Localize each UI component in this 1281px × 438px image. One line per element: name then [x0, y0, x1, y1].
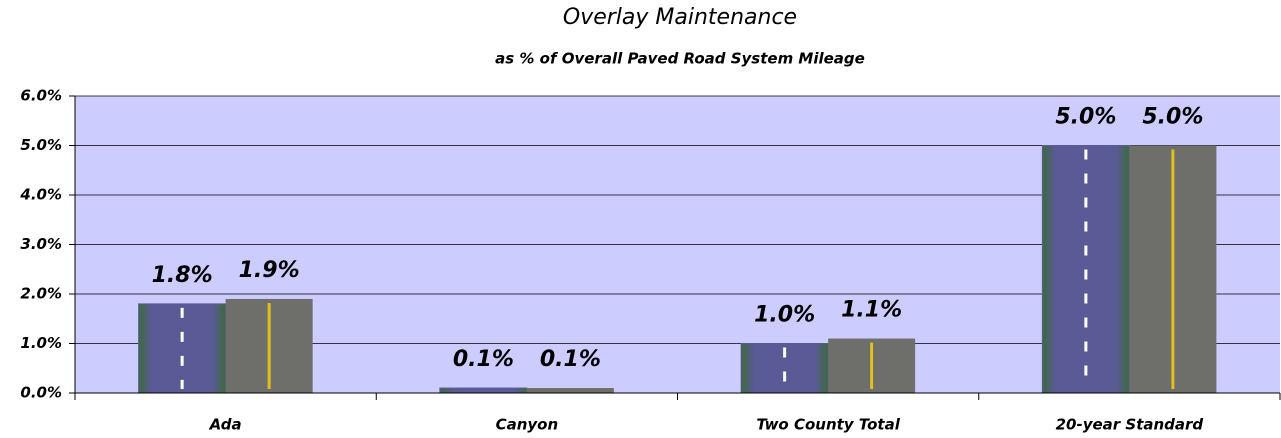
- chart: Overlay Maintenance as % of Overall Pave…: [0, 0, 1281, 438]
- bar: [527, 388, 614, 393]
- chart-subtitle: as % of Overall Paved Road System Mileag…: [495, 50, 865, 68]
- value-label: 5.0%: [1142, 105, 1203, 130]
- value-label: 0.1%: [453, 347, 514, 372]
- y-tick-label: 3.0%: [20, 235, 62, 253]
- x-tick-label: Canyon: [496, 416, 559, 434]
- x-tick-label: Two County Total: [756, 416, 900, 434]
- y-tick-label: 0.0%: [20, 384, 62, 402]
- value-label: 1.8%: [152, 263, 213, 288]
- y-tick-label: 6.0%: [20, 87, 62, 105]
- y-tick-label: 2.0%: [20, 285, 62, 303]
- value-label: 0.1%: [540, 347, 601, 372]
- bar: [440, 388, 527, 393]
- value-label: 1.1%: [841, 298, 902, 323]
- chart-title: Overlay Maintenance: [563, 5, 797, 30]
- value-label: 1.0%: [754, 303, 815, 328]
- y-tick-label: 1.0%: [20, 334, 62, 352]
- y-tick-label: 5.0%: [20, 136, 62, 154]
- x-tick-label: Ada: [209, 416, 242, 434]
- x-tick-label: 20-year Standard: [1056, 416, 1204, 434]
- y-tick-label: 4.0%: [19, 186, 62, 204]
- value-label: 1.9%: [239, 258, 300, 283]
- value-label: 5.0%: [1055, 105, 1116, 130]
